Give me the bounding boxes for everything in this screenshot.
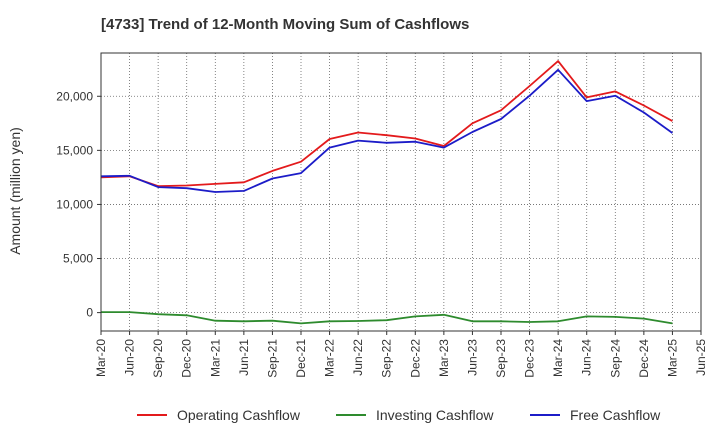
- legend-item-operating-cashflow: Operating Cashflow: [137, 404, 300, 426]
- plot-border: [100, 52, 702, 332]
- x-tick-label: Mar-24: [551, 339, 565, 377]
- y-tick-label: 15,000: [56, 143, 93, 157]
- x-tick-label: Mar-20: [94, 339, 108, 377]
- chart-title: [4733] Trend of 12-Month Moving Sum of C…: [101, 16, 470, 33]
- x-tick-label: Jun-23: [465, 339, 479, 376]
- legend-swatch-operating: [137, 414, 167, 416]
- x-tick-label: Sep-22: [380, 339, 394, 378]
- x-tick-labels: Mar-20 Jun-20 Sep-20 Dec-20 Mar-21 Jun-21 Sep-…: [94, 331, 708, 378]
- x-tick-label: Jun-22: [351, 339, 365, 376]
- x-tick-label: Sep-24: [608, 339, 622, 378]
- x-tick-label: Dec-20: [180, 339, 194, 378]
- x-tick-label: Mar-25: [665, 339, 679, 377]
- legend-swatch-investing: [336, 414, 366, 416]
- grid-lines: [101, 53, 701, 331]
- legend-label-free: Free Cashflow: [570, 407, 661, 423]
- series-line-1: [101, 311, 673, 325]
- x-tick-label: Dec-23: [523, 339, 537, 378]
- x-tick-label: Sep-20: [151, 339, 165, 378]
- x-tick-label: Sep-23: [494, 339, 508, 378]
- legend-label-investing: Investing Cashflow: [376, 407, 494, 423]
- x-tick-label: Mar-22: [323, 339, 337, 377]
- y-tick-labels: 0 5,000 10,000 15,000 20,000: [56, 89, 101, 320]
- legend-swatch-free: [530, 414, 560, 416]
- x-tick-label: Dec-21: [294, 339, 308, 378]
- x-tick-label: Jun-21: [237, 339, 251, 376]
- x-tick-label: Jun-20: [123, 339, 137, 376]
- x-tick-label: Dec-24: [637, 339, 651, 378]
- series-line-2: [100, 68, 673, 193]
- legend-item-free-cashflow: Free Cashflow: [530, 404, 660, 426]
- x-tick-label: Sep-21: [265, 339, 279, 378]
- legend-item-investing-cashflow: Investing Cashflow: [336, 404, 494, 426]
- y-tick-label: 20,000: [56, 89, 93, 103]
- legend: Operating Cashflow Investing Cashflow Fr…: [0, 404, 720, 426]
- x-tick-label: Dec-22: [408, 339, 422, 378]
- x-tick-label: Jun-25: [694, 339, 708, 376]
- y-tick-label: 10,000: [56, 197, 93, 211]
- x-tick-label: Jun-24: [580, 339, 594, 376]
- series-line-0: [100, 60, 673, 188]
- x-tick-label: Mar-21: [208, 339, 222, 377]
- x-tick-label: Mar-23: [437, 339, 451, 377]
- plot-background: [101, 53, 701, 331]
- y-tick-label: 0: [86, 306, 93, 320]
- series-lines: [100, 60, 673, 325]
- legend-label-operating: Operating Cashflow: [177, 407, 300, 423]
- y-tick-label: 5,000: [63, 252, 93, 266]
